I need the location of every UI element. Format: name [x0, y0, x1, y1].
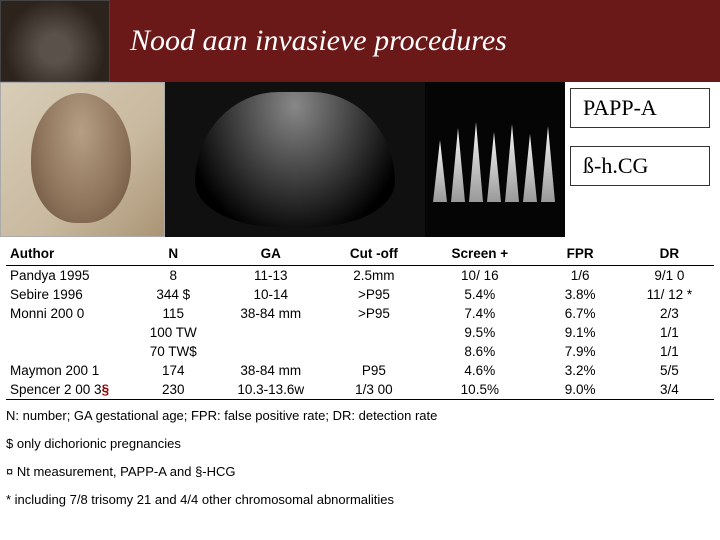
label-papp-a: PAPP-A [570, 88, 710, 128]
spectrum-spike [541, 126, 555, 202]
marker-labels: PAPP-A ß-h.CG [570, 88, 710, 204]
th-dr: DR [625, 242, 714, 266]
cell-fpr: 1/6 [536, 266, 625, 286]
cell-ga: 38-84 mm [218, 361, 324, 380]
cell-cutoff: >P95 [324, 285, 424, 304]
cell-n: 8 [129, 266, 218, 286]
cell-ga: 10.3-13.6w [218, 380, 324, 400]
note-4: * including 7/8 trisomy 21 and 4/4 other… [6, 490, 714, 510]
cell-author: Maymon 200 1 [6, 361, 129, 380]
cell-cutoff: 1/3 00 [324, 380, 424, 400]
cell-n: 344 $ [129, 285, 218, 304]
cell-screen: 4.6% [424, 361, 535, 380]
cell-dr: 1/1 [625, 342, 714, 361]
cell-fpr: 9.0% [536, 380, 625, 400]
th-cutoff: Cut -off [324, 242, 424, 266]
cell-screen: 10/ 16 [424, 266, 535, 286]
cell-fpr: 9.1% [536, 323, 625, 342]
cell-fpr: 6.7% [536, 304, 625, 323]
cell-fpr: 3.2% [536, 361, 625, 380]
cell-n: 70 TW$ [129, 342, 218, 361]
cell-screen: 9.5% [424, 323, 535, 342]
cell-cutoff [324, 342, 424, 361]
cell-n: 115 [129, 304, 218, 323]
cell-screen: 5.4% [424, 285, 535, 304]
doppler-spectrum [425, 82, 565, 237]
cell-screen: 8.6% [424, 342, 535, 361]
cell-cutoff: >P95 [324, 304, 424, 323]
spectrum-spike [505, 124, 519, 202]
spectrum-spike [469, 122, 483, 202]
studies-table: Author N GA Cut -off Screen + FPR DR Pan… [6, 242, 714, 400]
cell-dr: 9/1 0 [625, 266, 714, 286]
cell-ga: 38-84 mm [218, 304, 324, 323]
cell-cutoff: P95 [324, 361, 424, 380]
table-row: Sebire 1996344 $10-14>P955.4%3.8%11/ 12 … [6, 285, 714, 304]
spectrum-spike [487, 132, 501, 202]
table-row: 70 TW$ 8.6%7.9%1/1 [6, 342, 714, 361]
studies-table-wrap: Author N GA Cut -off Screen + FPR DR Pan… [6, 242, 714, 519]
cell-n: 230 [129, 380, 218, 400]
table-row: 100 TW 9.5%9.1%1/1 [6, 323, 714, 342]
th-ga: GA [218, 242, 324, 266]
cell-cutoff: 2.5mm [324, 266, 424, 286]
page-title: Nood aan invasieve procedures [130, 24, 507, 58]
cell-author [6, 323, 129, 342]
cell-dr: 11/ 12 * [625, 285, 714, 304]
cell-n: 100 TW [129, 323, 218, 342]
cell-dr: 1/1 [625, 323, 714, 342]
note-3: ¤ Nt measurement, PAPP-A and §-HCG [6, 462, 714, 482]
cell-screen: 10.5% [424, 380, 535, 400]
table-body: Pandya 1995811-132.5mm10/ 161/69/1 0Sebi… [6, 266, 714, 400]
th-author: Author [6, 242, 129, 266]
cell-author: Sebire 1996 [6, 285, 129, 304]
ultrasound-display [165, 82, 425, 237]
cell-ga: 11-13 [218, 266, 324, 286]
th-screen: Screen + [424, 242, 535, 266]
cell-ga [218, 323, 324, 342]
cell-screen: 7.4% [424, 304, 535, 323]
table-row: Spencer 2 00 3§23010.3-13.6w1/3 0010.5%9… [6, 380, 714, 400]
cell-author: Pandya 1995 [6, 266, 129, 286]
cell-dr: 3/4 [625, 380, 714, 400]
cell-dr: 2/3 [625, 304, 714, 323]
footnotes: N: number; GA gestational age; FPR: fals… [6, 406, 714, 511]
th-n: N [129, 242, 218, 266]
cell-dr: 5/5 [625, 361, 714, 380]
fetus-illustration [0, 82, 165, 237]
cell-author: Monni 200 0 [6, 304, 129, 323]
table-row: Maymon 200 117438-84 mmP954.6%3.2%5/5 [6, 361, 714, 380]
note-1: N: number; GA gestational age; FPR: fals… [6, 406, 714, 426]
cell-ga: 10-14 [218, 285, 324, 304]
cell-fpr: 7.9% [536, 342, 625, 361]
spectrum-spike [451, 128, 465, 202]
cell-cutoff [324, 323, 424, 342]
table-row: Pandya 1995811-132.5mm10/ 161/69/1 0 [6, 266, 714, 286]
thumbnail-ultrasound [0, 0, 110, 82]
note-2: $ only dichorionic pregnancies [6, 434, 714, 454]
label-bhcg: ß-h.CG [570, 146, 710, 186]
table-row: Monni 200 011538-84 mm>P957.4%6.7%2/3 [6, 304, 714, 323]
spectrum-spike [433, 140, 447, 202]
cell-ga [218, 342, 324, 361]
cell-fpr: 3.8% [536, 285, 625, 304]
cell-n: 174 [129, 361, 218, 380]
th-fpr: FPR [536, 242, 625, 266]
cell-author: Spencer 2 00 3§ [6, 380, 129, 400]
cell-author [6, 342, 129, 361]
spectrum-spike [523, 134, 537, 202]
